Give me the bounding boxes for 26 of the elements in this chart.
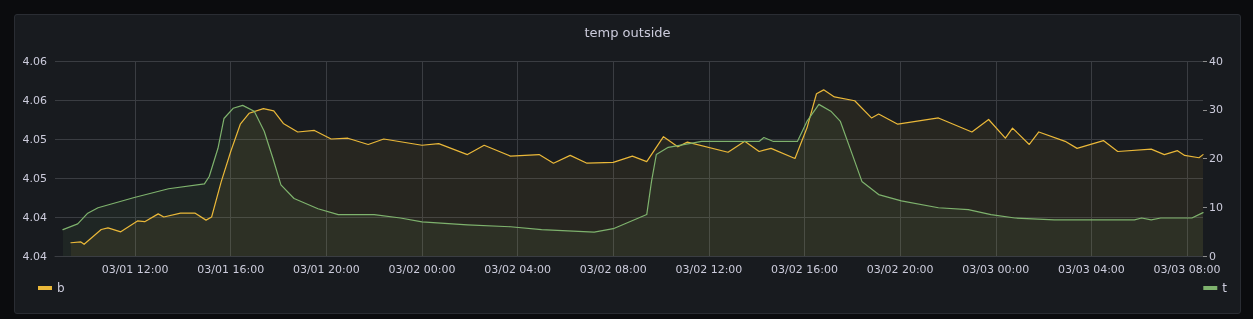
- y2-tick-label: 20: [1209, 152, 1223, 165]
- x-tick-label: 03/03 00:00: [962, 263, 1030, 276]
- y-tick-label: 4.05: [22, 171, 47, 185]
- x-tick-label: 03/03 08:00: [1153, 263, 1221, 276]
- chart-title: temp outside: [584, 25, 671, 40]
- legend-label: t: [1222, 281, 1228, 295]
- x-tick-label: 03/01 12:00: [101, 263, 169, 276]
- y-tick-label: 4.04: [22, 249, 47, 263]
- x-tick-label: 03/02 16:00: [771, 263, 838, 276]
- x-tick-label: 03/02 20:00: [866, 263, 934, 276]
- y2-tick-label: 40: [1209, 54, 1223, 68]
- x-tick-label: 03/02 12:00: [675, 263, 743, 276]
- x-tick-label: 03/03 04:00: [1057, 263, 1125, 276]
- x-tick-label: 03/02 04:00: [484, 263, 552, 276]
- y2-tick-label: 30: [1209, 103, 1223, 117]
- legend-label: b: [57, 281, 65, 295]
- y2-tick-label: 10: [1209, 200, 1223, 214]
- y-tick-label: 4.05: [22, 132, 47, 146]
- x-tick-label: 03/01 20:00: [292, 263, 360, 276]
- y-tick-label: 4.04: [22, 210, 47, 224]
- x-tick-label: 03/02 00:00: [388, 263, 456, 276]
- y-tick-label: 4.06: [22, 54, 47, 68]
- y2-tick-label: 0: [1209, 249, 1216, 263]
- y-tick-label: 4.06: [22, 93, 47, 107]
- x-tick-label: 03/02 08:00: [579, 263, 647, 276]
- x-tick-label: 03/01 16:00: [197, 263, 265, 276]
